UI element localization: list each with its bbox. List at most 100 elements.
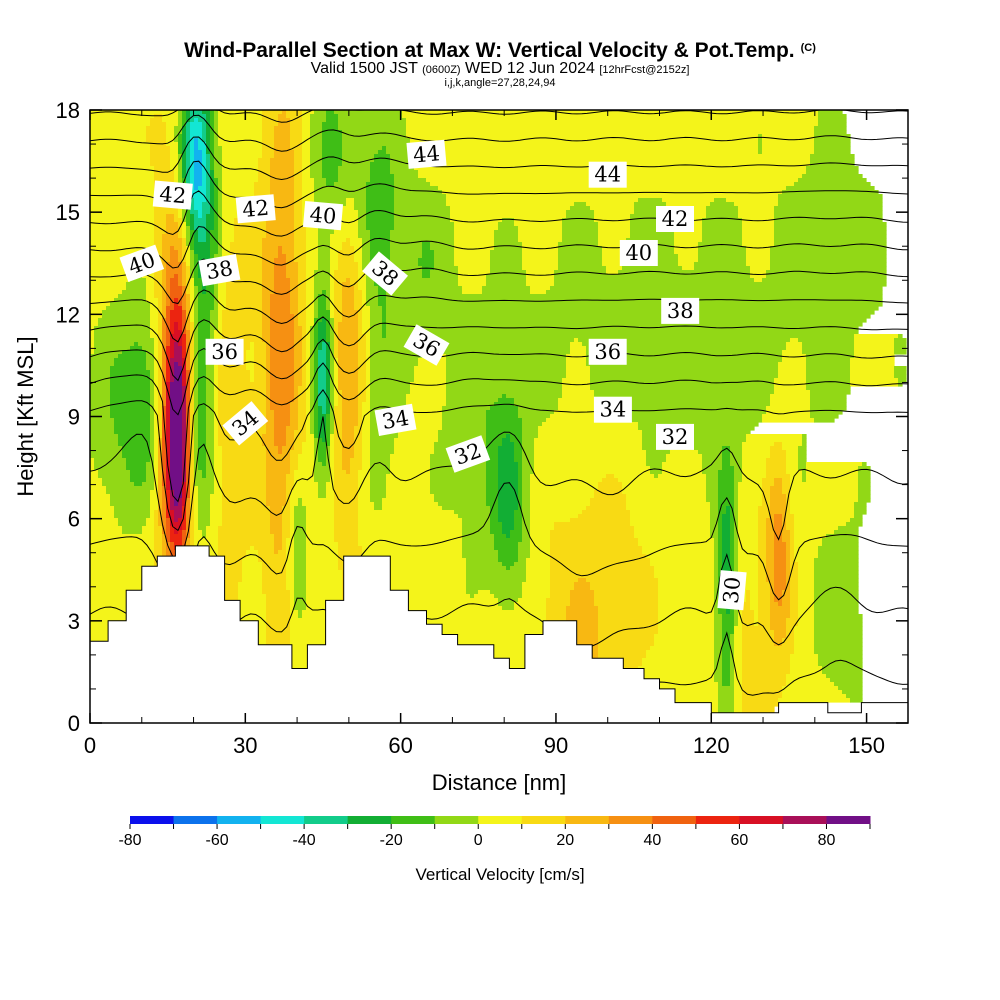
velocity-cell [162,462,167,467]
velocity-cell [394,442,435,447]
velocity-cell [330,454,335,459]
velocity-cell [218,406,267,411]
velocity-cell [798,450,807,455]
velocity-cell [326,378,331,383]
velocity-cell [306,526,335,531]
velocity-cell [790,670,823,675]
velocity-cell [490,590,523,595]
velocity-cell [210,198,215,203]
velocity-cell [358,530,463,535]
velocity-cell [186,450,191,455]
velocity-cell [166,282,171,287]
velocity-cell [202,214,207,219]
velocity-cell [298,294,307,299]
velocity-cell [222,158,259,163]
velocity-cell [838,686,863,691]
velocity-cell [370,354,423,359]
velocity-cell [174,174,179,179]
velocity-cell [110,394,151,399]
velocity-cell [490,270,527,275]
velocity-cell [194,494,199,499]
velocity-cell [310,394,315,399]
velocity-cell [290,138,303,143]
velocity-cell [342,426,355,431]
velocity-cell [782,190,879,195]
velocity-cell [190,298,195,303]
velocity-cell [342,146,383,151]
contour-label: 42 [656,206,694,232]
velocity-cell [266,398,271,403]
velocity-cell [630,214,671,219]
velocity-cell [622,482,707,487]
velocity-cell [186,502,191,507]
velocity-cell [518,554,531,559]
velocity-cell [230,246,263,251]
velocity-cell [158,434,163,439]
velocity-cell [518,234,563,239]
velocity-cell [730,462,743,467]
chart-title-text: Wind-Parallel Section at Max W: Vertical… [184,39,795,62]
velocity-cell [150,506,159,511]
velocity-cell [178,122,183,127]
x-tick-label: 30 [233,733,257,758]
velocity-cell [166,530,171,535]
velocity-cell [162,410,167,415]
velocity-cell [214,570,243,575]
velocity-cell [194,262,199,267]
velocity-cell [730,562,735,567]
velocity-cell [170,478,183,483]
velocity-cell [274,546,283,551]
velocity-cell [454,258,491,263]
velocity-cell [410,390,447,395]
velocity-cell [518,502,523,507]
velocity-cell [150,386,155,391]
velocity-cell [214,590,239,595]
velocity-cell [190,462,195,467]
velocity-cell [262,122,279,127]
velocity-cell [850,378,899,383]
velocity-cell [162,286,167,291]
velocity-cell [278,118,291,123]
velocity-cell [318,494,327,499]
velocity-cell [206,226,215,231]
velocity-cell [358,310,363,315]
velocity-cell [642,658,715,663]
velocity-cell [162,118,179,123]
contour-label-text: 40 [309,202,338,228]
velocity-cell [434,262,455,267]
velocity-cell [186,326,191,331]
velocity-cell [194,334,199,339]
velocity-cell [158,426,163,431]
velocity-cell [590,382,775,387]
velocity-cell [318,294,327,299]
velocity-cell [98,474,131,479]
velocity-cell [186,394,191,399]
velocity-cell [766,458,787,463]
velocity-cell [334,226,359,231]
velocity-cell [194,402,199,407]
velocity-cell [814,610,859,615]
velocity-cell [306,258,319,263]
velocity-cell [370,166,391,171]
velocity-cell [382,318,387,323]
velocity-cell [558,406,599,411]
velocity-cell [430,490,487,495]
velocity-cell [358,218,367,223]
velocity-cell [566,370,591,375]
velocity-cell [166,230,179,235]
velocity-cell [214,594,239,599]
velocity-cell [314,110,327,115]
velocity-cell [550,582,575,587]
velocity-cell [306,430,311,435]
velocity-cell [242,574,263,579]
velocity-cell [454,262,491,267]
velocity-cell [90,394,111,399]
velocity-cell [206,418,215,423]
velocity-cell [522,438,535,443]
velocity-cell [366,210,395,215]
velocity-cell [646,458,667,463]
velocity-cell [330,366,335,371]
velocity-cell [494,538,523,543]
velocity-cell [758,526,767,531]
y-tick-label: 9 [68,405,80,430]
